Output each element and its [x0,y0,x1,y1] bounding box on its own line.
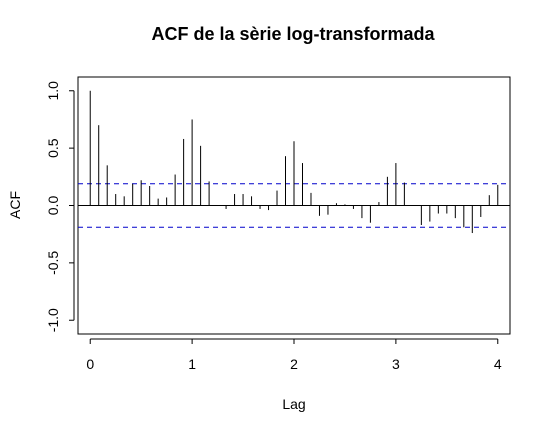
x-tick-label: 2 [290,356,298,372]
x-tick-label: 4 [494,356,502,372]
x-axis-label: Lag [282,396,305,412]
x-tick-label: 1 [188,356,196,372]
chart-title: ACF de la sèrie log-transformada [151,24,435,44]
y-axis-group: -1.0 -0.5 0.0 0.5 1.0 [45,81,75,332]
y-tick-label: 1.0 [45,81,61,101]
x-axis-group: 0 1 2 3 4 [86,338,502,372]
y-tick-label: -0.5 [45,251,61,275]
y-tick-label: 0.0 [45,196,61,216]
acf-bars-group [89,90,499,234]
y-tick-label: -1.0 [45,308,61,332]
y-axis-label: ACF [7,191,23,219]
x-tick-label: 0 [86,356,94,372]
y-tick-label: 0.5 [45,138,61,158]
x-tick-label: 3 [392,356,400,372]
